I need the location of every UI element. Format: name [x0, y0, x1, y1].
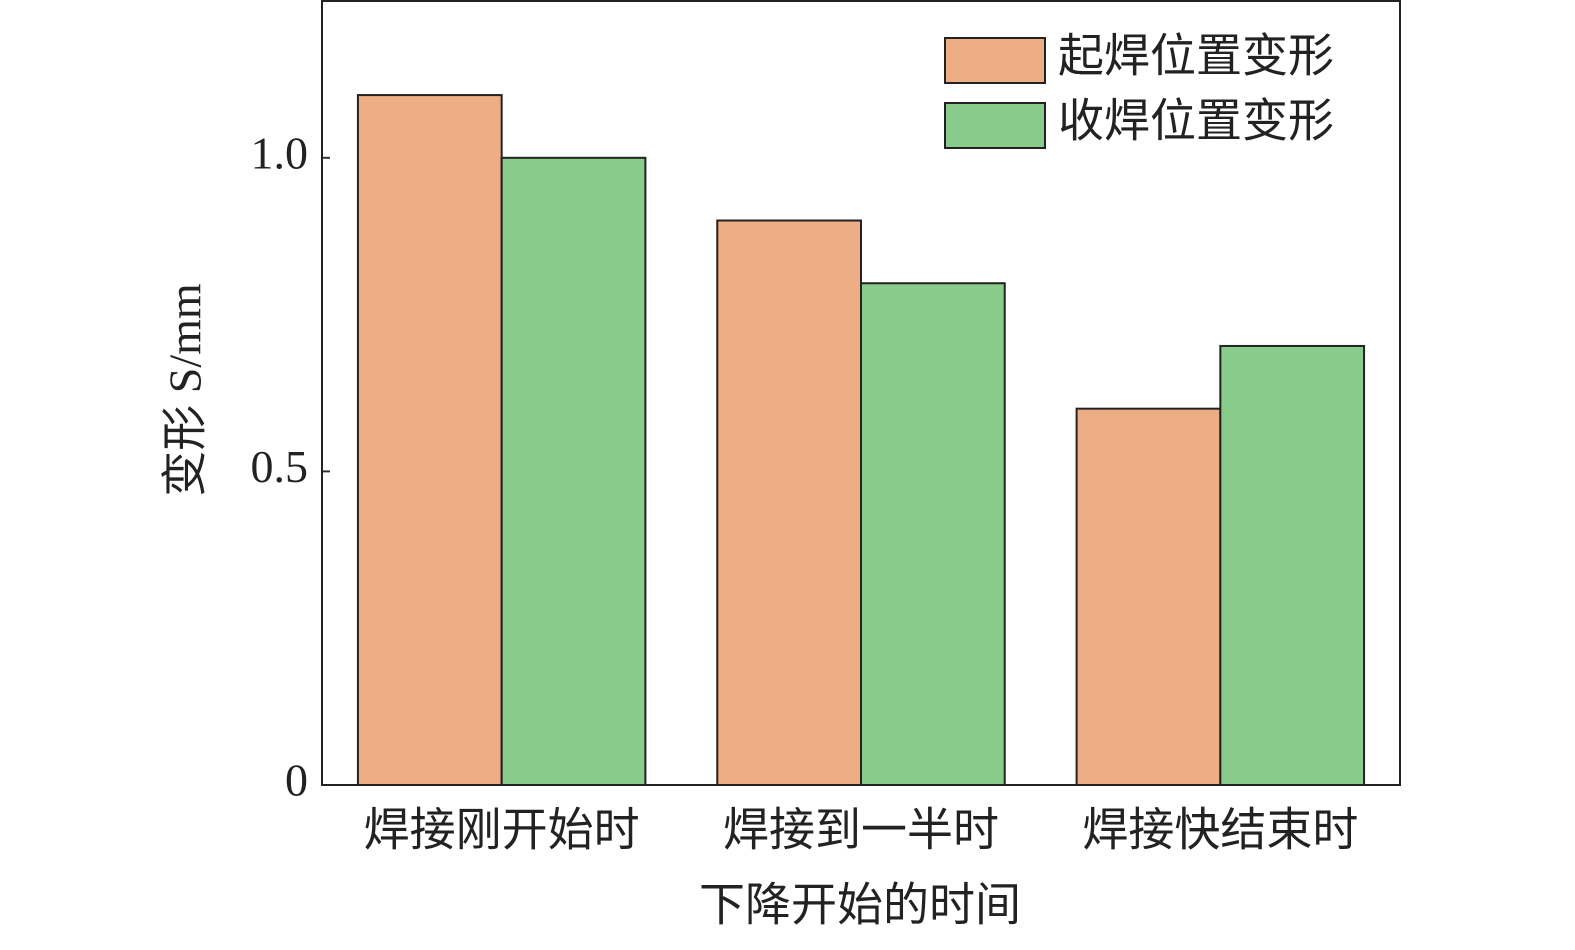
- bar: [1075, 407, 1222, 786]
- y-tick-label: 0: [285, 755, 308, 806]
- y-tick-label: 1.0: [251, 127, 309, 178]
- x-axis-title: 下降开始的时间: [699, 880, 1021, 931]
- legend-label: 收焊位置变形: [1058, 96, 1334, 147]
- x-tick-label: 焊接刚开始时: [364, 805, 640, 856]
- x-tick-label: 焊接快结束时: [1082, 805, 1358, 856]
- bar: [500, 156, 647, 787]
- bar: [860, 282, 1006, 786]
- plot-frame: [321, 0, 1401, 786]
- y-tick-label: 0.5: [251, 441, 309, 492]
- legend-swatch: [944, 102, 1046, 149]
- bar: [716, 219, 862, 786]
- y-axis-title: 变形 S/mm: [160, 283, 211, 497]
- bar: [1219, 344, 1366, 786]
- bar: [356, 94, 503, 786]
- legend-swatch: [944, 37, 1046, 84]
- x-tick-label: 焊接到一半时: [723, 805, 999, 856]
- legend-label: 起焊位置变形: [1058, 31, 1334, 82]
